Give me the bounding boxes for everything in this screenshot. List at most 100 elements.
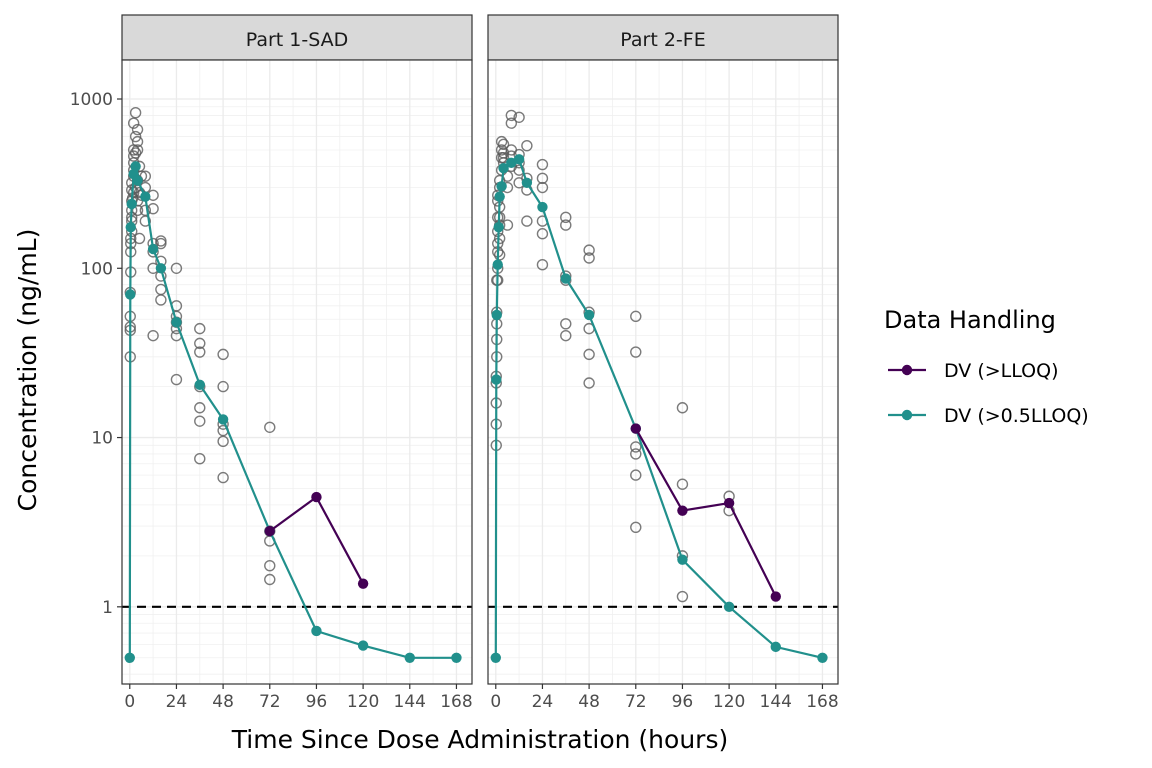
- series-dv-lloq: [630, 423, 781, 602]
- observed-point: [194, 322, 206, 335]
- observed-point: [147, 329, 159, 342]
- facet-strip-label: Part 2-FE: [620, 29, 705, 51]
- x-axis-title: Time Since Dose Administration (hours): [231, 725, 728, 754]
- series-point: [451, 652, 462, 663]
- series-point: [491, 374, 502, 385]
- observed-point: [139, 204, 152, 217]
- series-point: [140, 191, 151, 202]
- observed-point: [630, 448, 642, 460]
- series-point: [496, 181, 507, 192]
- series-point: [357, 578, 369, 589]
- legend-entry: DV (>0.5LLOQ): [888, 405, 1089, 427]
- series-point: [264, 525, 275, 537]
- series-point: [147, 243, 159, 255]
- legend-entries: DV (>LLOQ) DV (>0.5LLOQ): [888, 360, 1089, 427]
- observed-point: [129, 147, 142, 159]
- observed-point: [497, 152, 510, 164]
- observed-point: [127, 117, 140, 129]
- series-point: [491, 309, 502, 321]
- legend-title: Data Handling: [884, 306, 1056, 334]
- observed-point: [194, 415, 206, 427]
- x-tick-label: 0: [124, 692, 135, 712]
- x-tick-label: 96: [306, 692, 328, 712]
- series-point: [311, 625, 322, 637]
- observed-point: [139, 215, 152, 227]
- series-point: [537, 201, 548, 213]
- facet-panel-1: Part 1-SAD 0 24 48 72 96 120 144 168: [121, 14, 473, 712]
- x-axis-ticks: 0 24 48 72 96 120 144 168: [490, 684, 839, 712]
- series-point: [817, 652, 828, 663]
- facet-panels: Part 1-SAD 0 24 48 72 96 120 144 168 Part 2-FE 0 24…: [121, 14, 839, 712]
- observed-point: [560, 211, 572, 224]
- observed-point: [505, 109, 518, 122]
- observed-points: [490, 109, 735, 603]
- gridlines: [122, 60, 472, 684]
- observed-point: [217, 471, 229, 484]
- facet-panel-2: Part 2-FE 0 24 48 72 96 120 144 168: [487, 14, 839, 712]
- series-point: [217, 414, 229, 425]
- observed-point: [505, 117, 518, 129]
- observed-point: [217, 380, 229, 393]
- observed-point: [264, 559, 276, 572]
- observed-point: [495, 135, 508, 148]
- facet-strip: [487, 14, 839, 61]
- observed-point: [536, 181, 549, 194]
- x-tick-label: 72: [259, 692, 281, 712]
- observed-point: [676, 478, 689, 490]
- y-axis-title: Concentration (ng/mL): [13, 229, 42, 512]
- series-point: [125, 221, 136, 233]
- observed-point: [131, 135, 144, 148]
- observed-point: [676, 402, 689, 414]
- y-tick-label: 1: [102, 598, 113, 618]
- x-tick-label: 24: [532, 692, 554, 712]
- series-point: [770, 641, 781, 653]
- observed-point: [497, 138, 510, 151]
- x-tick-label: 24: [166, 692, 188, 712]
- series-point: [404, 652, 415, 663]
- observed-point: [521, 139, 533, 152]
- observed-point: [194, 337, 206, 350]
- series-point: [171, 317, 182, 328]
- x-tick-label: 144: [394, 692, 426, 712]
- y-axis: 1 10 100 1000: [70, 90, 122, 618]
- x-tick-label: 72: [625, 692, 647, 712]
- y-tick-label: 10: [91, 429, 113, 449]
- panel-border: [487, 59, 839, 685]
- x-axis-ticks: 0 24 48 72 96 120 144 168: [124, 684, 473, 712]
- series-point: [194, 379, 205, 390]
- observed-point: [129, 107, 142, 119]
- observed-point: [536, 158, 549, 171]
- observed-point: [194, 346, 206, 358]
- observed-point: [264, 573, 276, 586]
- panel-border: [121, 59, 473, 685]
- series-dv-lloq: [264, 491, 369, 589]
- series-point: [770, 591, 781, 602]
- series-point: [677, 505, 688, 516]
- observed-point: [630, 346, 642, 358]
- series-point: [506, 157, 517, 168]
- x-tick-label: 120: [347, 692, 379, 712]
- y-tick-label: 100: [81, 259, 113, 279]
- x-tick-label: 0: [490, 692, 501, 712]
- observed-point: [131, 144, 144, 156]
- observed-point: [583, 348, 595, 361]
- observed-point: [583, 252, 595, 264]
- observed-point: [513, 164, 525, 176]
- observed-point: [129, 130, 142, 143]
- facet-strip: [121, 14, 473, 61]
- observed-point: [194, 402, 206, 414]
- observed-point: [217, 348, 229, 361]
- series-point: [513, 154, 525, 165]
- series-point: [132, 175, 143, 186]
- observed-point: [536, 172, 549, 185]
- series-point: [493, 221, 504, 233]
- legend-label: DV (>0.5LLOQ): [944, 405, 1089, 427]
- x-tick-label: 48: [212, 692, 234, 712]
- series-point: [130, 161, 141, 172]
- panel-background: [488, 60, 838, 684]
- observed-point: [560, 318, 572, 330]
- observed-point: [536, 258, 549, 271]
- series-point: [560, 273, 571, 284]
- series-point: [357, 640, 369, 651]
